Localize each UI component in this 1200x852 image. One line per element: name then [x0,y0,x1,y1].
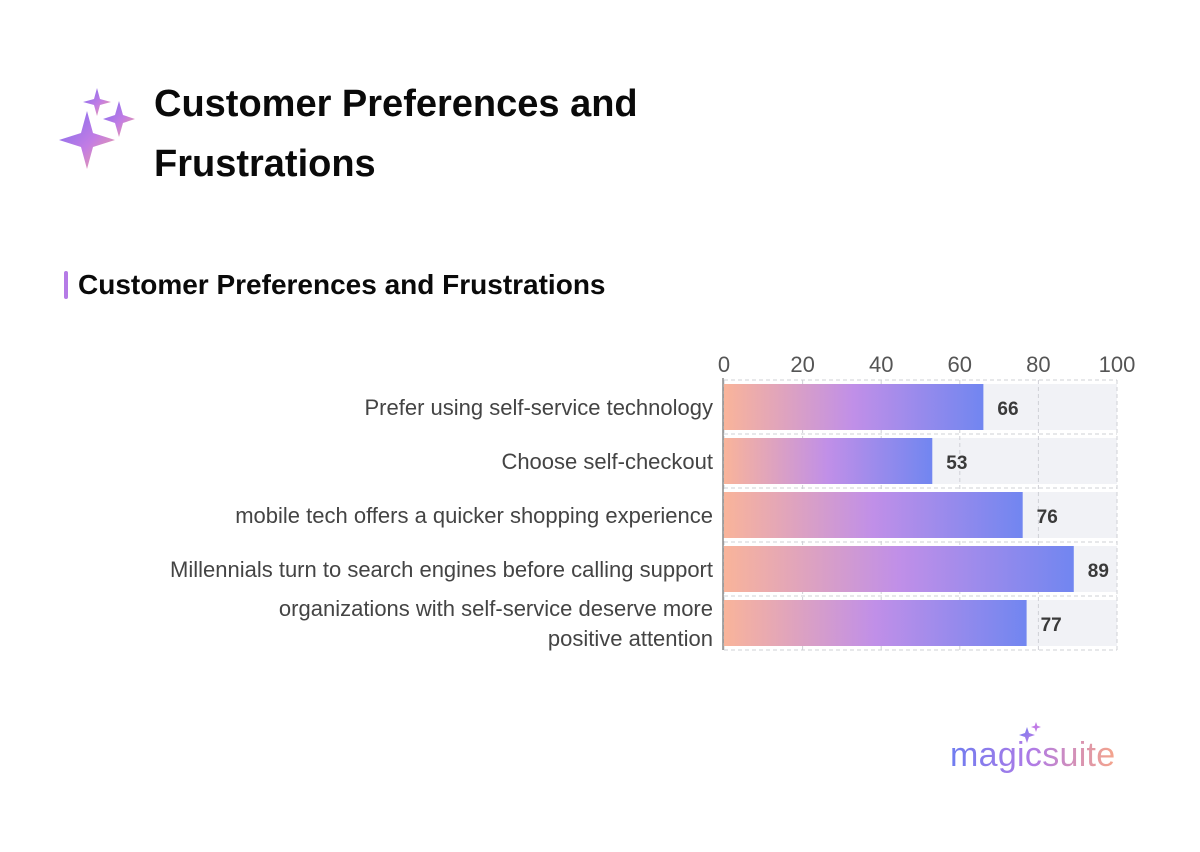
x-tick-label: 80 [1026,352,1050,377]
sparkles-icon [59,88,135,169]
x-tick-label: 60 [948,352,972,377]
data-label: 66 [997,399,1018,420]
x-tick-label: 40 [869,352,893,377]
bar [724,492,1023,538]
category-label: Choose self-checkout [501,449,713,474]
x-tick-label: 20 [790,352,814,377]
section-title-text: Customer Preferences and Frustrations [78,269,606,300]
bar [724,438,933,484]
category-label: Prefer using self-service technology [365,395,714,420]
bar [724,600,1027,646]
section-title: Customer Preferences and Frustrations [64,266,606,304]
x-tick-label: 0 [718,352,730,377]
data-label: 53 [946,453,967,474]
page-title: Customer Preferences and Frustrations [154,83,638,185]
category-label: organizations with self-service deserve … [279,596,713,651]
category-label: Millennials turn to search engines befor… [170,557,713,582]
category-label: mobile tech offers a quicker shopping ex… [235,503,713,528]
brand-logo-text: magicsuite [950,733,1116,777]
bar [724,384,984,430]
x-tick-label: 100 [1099,352,1136,377]
data-label: 76 [1037,507,1058,528]
data-label: 77 [1041,615,1062,636]
data-label: 89 [1088,561,1109,582]
section-accent-bar [64,271,68,299]
bar [724,546,1074,592]
